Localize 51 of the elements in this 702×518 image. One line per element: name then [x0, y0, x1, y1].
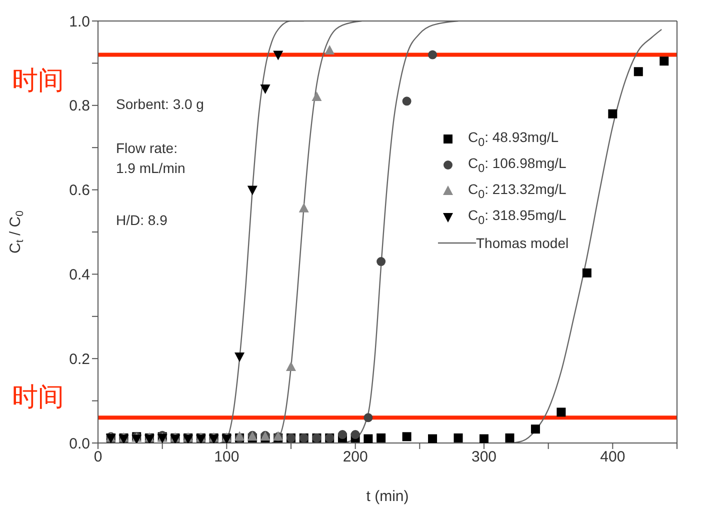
- point: [364, 413, 373, 422]
- y-tick-label: 0.8: [69, 98, 90, 115]
- point: [582, 268, 592, 278]
- point: [480, 434, 488, 443]
- point: [312, 91, 322, 101]
- y-tick-label: 0.4: [69, 266, 90, 284]
- point: [402, 96, 412, 106]
- x-tick-label: 100: [214, 448, 240, 466]
- legend-label: Thomas model: [476, 235, 569, 251]
- y-tick-label: 0.0: [69, 435, 90, 452]
- point: [428, 434, 438, 443]
- y-tick-label: 0.2: [69, 350, 90, 368]
- point: [364, 434, 373, 443]
- y-tick-label: 1.0: [69, 13, 90, 30]
- point: [132, 434, 142, 443]
- point: [298, 202, 309, 212]
- x-tick-label: 400: [600, 448, 626, 466]
- x-tick-label: 300: [471, 448, 497, 466]
- point: [260, 84, 270, 94]
- point: [556, 408, 566, 417]
- y-tick-label: 0.6: [69, 182, 90, 200]
- point: [376, 433, 386, 442]
- legend-label: C$_{0}$: 48.93mg/L: [468, 129, 559, 149]
- legend-label: C$_{0}$: 318.95mg/L: [468, 207, 566, 227]
- point: [402, 432, 412, 442]
- point: [454, 433, 463, 442]
- point: [505, 433, 514, 442]
- annotation: H/D: 8.9: [116, 211, 168, 230]
- line-series: [271, 21, 362, 443]
- point: [234, 352, 245, 362]
- ref-line-label: 时间: [12, 382, 64, 413]
- point: [660, 56, 669, 66]
- x-tick-label: 200: [342, 448, 368, 466]
- legend-label: C$_{0}$: 106.98mg/L: [468, 155, 566, 175]
- point: [338, 430, 347, 440]
- legend-label: C$_{0}$: 213.32mg/L: [468, 181, 566, 201]
- annotation: Sorbent: 3.0 g: [116, 95, 204, 114]
- point: [247, 186, 258, 196]
- point: [350, 430, 360, 440]
- point: [376, 257, 386, 266]
- point: [530, 424, 540, 434]
- ref-line-label: 时间: [12, 66, 64, 96]
- point: [286, 362, 296, 372]
- point: [273, 50, 284, 60]
- x-tick-label: 0: [94, 448, 102, 466]
- x-axis-title: t (min): [366, 488, 409, 505]
- point: [324, 45, 335, 55]
- point: [428, 50, 438, 60]
- point: [608, 109, 618, 118]
- annotation: Flow rate: 1.9 mL/min: [116, 139, 186, 178]
- point: [634, 67, 643, 76]
